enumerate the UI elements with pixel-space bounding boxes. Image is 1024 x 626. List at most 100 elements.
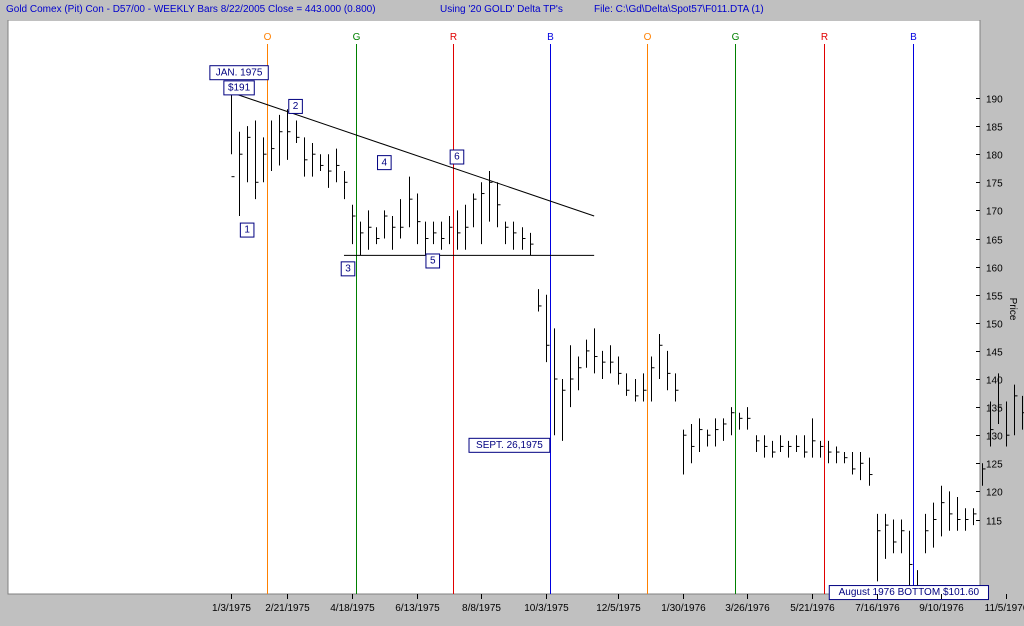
cycle-letter: R	[450, 32, 457, 43]
annotations: JAN. 1975 $191 1 2 3 4 5 6 SEPT. 26,1975 August 1…	[209, 65, 989, 601]
x-tick-label: 4/18/1975	[330, 603, 375, 614]
x-tick-label: 6/13/1975	[395, 603, 440, 614]
price-bar	[263, 137, 267, 183]
price-bar	[360, 221, 364, 256]
chart-header: Gold Comex (Pit) Con - D57/00 - WEEKLY B…	[0, 0, 1024, 20]
price-bar	[376, 227, 380, 245]
price-bar	[255, 120, 259, 200]
price-bar	[554, 328, 558, 436]
price-bar	[320, 154, 324, 172]
x-tick-label: 1/3/1975	[212, 603, 251, 614]
price-bar	[441, 221, 445, 250]
price-bar	[909, 530, 913, 587]
x-tick-label: 1/30/1976	[661, 603, 706, 614]
price-bar	[869, 457, 873, 486]
price-bar	[626, 373, 630, 396]
price-bar	[296, 120, 300, 143]
annotation-text: $191	[228, 83, 251, 94]
cycle-letter: G	[353, 32, 361, 43]
price-bar	[820, 440, 824, 458]
y-tick-label: 165	[986, 236, 1003, 247]
price-bar	[1014, 384, 1018, 436]
price-bar	[659, 334, 663, 379]
annotation-box	[288, 98, 303, 114]
price-bar	[982, 463, 986, 486]
annotation-text: 3	[345, 263, 351, 274]
price-bar	[804, 435, 808, 458]
price-bar	[764, 435, 768, 458]
price-bar	[384, 210, 388, 239]
price-bar	[925, 513, 929, 554]
x-tick-label: 11/5/1976	[985, 603, 1024, 614]
cycle-letter: O	[264, 32, 272, 43]
price-bar	[489, 171, 493, 222]
price-bar	[530, 232, 534, 256]
price-bar	[239, 131, 243, 217]
price-bar	[957, 497, 961, 531]
y-axis-label: Price	[1007, 298, 1018, 321]
price-bar	[473, 193, 477, 228]
price-bar	[570, 345, 574, 408]
price-bar	[304, 137, 308, 177]
annotation-label: 4	[377, 155, 392, 171]
price-bar	[772, 440, 776, 458]
annotation-label: 6	[449, 149, 465, 165]
annotation-text: 1	[244, 225, 250, 236]
price-bar	[417, 193, 421, 245]
price-bar	[812, 418, 816, 458]
price-bar	[836, 446, 840, 464]
cycle-letter: B	[910, 32, 917, 43]
annotation-box	[425, 253, 441, 269]
price-bar	[312, 142, 316, 177]
x-tick-label: 12/5/1975	[596, 603, 641, 614]
annotation-box	[223, 80, 255, 96]
price-bar	[594, 328, 598, 374]
annotation-label: 2	[288, 98, 303, 114]
x-tick-label: 10/3/1975	[524, 603, 569, 614]
price-bar	[998, 373, 1002, 424]
y-tick-label: 140	[986, 376, 1003, 387]
price-bar	[497, 182, 501, 228]
x-tick-label: 8/8/1975	[462, 603, 501, 614]
price-bar	[287, 109, 291, 160]
cycle-letter: R	[821, 32, 828, 43]
x-tick-label: 9/10/1976	[919, 603, 964, 614]
price-bar	[933, 502, 937, 548]
cycle-letter: B	[547, 32, 554, 43]
y-tick-label: 170	[986, 207, 1003, 218]
annotation-text: 5	[430, 256, 436, 267]
price-bar	[586, 339, 590, 368]
y-tick-label: 120	[986, 488, 1003, 499]
price-bar	[723, 418, 727, 441]
chart-title: Gold Comex (Pit) Con - D57/00 - WEEKLY B…	[6, 4, 376, 15]
y-tick-label: 160	[986, 264, 1003, 275]
price-bar	[707, 429, 711, 447]
x-tick-label: 5/21/1976	[790, 603, 835, 614]
file-label: File: C:\Gd\Delta\Spot57\F011.DTA (1)	[594, 4, 764, 15]
plot-area	[7, 20, 981, 595]
price-bar	[949, 491, 953, 531]
annotation-box	[340, 261, 356, 277]
annotation-text: JAN. 1975	[216, 67, 263, 78]
annotation-label: JAN. 1975	[209, 65, 269, 81]
y-tick-label: 175	[986, 179, 1003, 190]
y-tick-label: 125	[986, 460, 1003, 471]
annotation-label: $191	[223, 80, 255, 96]
annotation-text: SEPT. 26,1975	[476, 440, 543, 451]
price-bar	[731, 407, 735, 436]
price-bar	[877, 513, 881, 582]
price-bar	[739, 412, 743, 430]
price-bar	[965, 508, 969, 531]
annotation-box	[449, 149, 465, 165]
price-bar	[643, 373, 647, 402]
price-bar	[522, 227, 526, 250]
price-bar	[1022, 395, 1024, 430]
annotation-text: 4	[382, 157, 388, 168]
annotation-box	[209, 65, 269, 81]
x-axis: 1/3/1975 2/21/1975 4/18/1975 6/13/1975 8/8/1…	[212, 594, 1024, 614]
y-tick-label: 135	[986, 404, 1003, 415]
price-bar	[449, 216, 453, 245]
annotation-text: August 1976 BOTTOM $101.60	[839, 587, 980, 598]
price-bar	[667, 350, 671, 391]
y-tick-label: 180	[986, 151, 1003, 162]
